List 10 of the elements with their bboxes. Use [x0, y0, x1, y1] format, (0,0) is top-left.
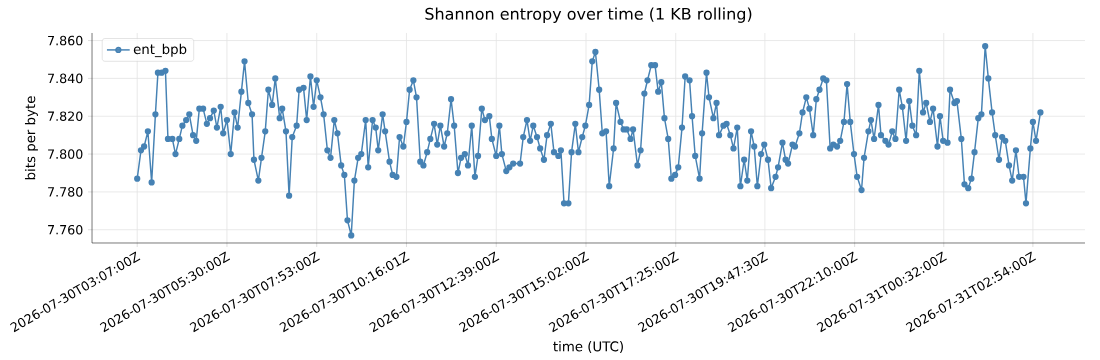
- legend-label: ent_bpb: [133, 43, 187, 58]
- y-tick-label: 7.820: [48, 111, 83, 122]
- y-tick-label: 7.860: [48, 35, 83, 46]
- x-axis-title: time (UTC): [553, 341, 623, 353]
- chart-title: Shannon entropy over time (1 KB rolling): [425, 7, 752, 23]
- y-tick-label: 7.840: [48, 73, 83, 84]
- y-tick-label: 7.800: [48, 149, 83, 159]
- y-axis-title: bits per byte: [24, 96, 38, 180]
- y-tick-label: 7.780: [48, 187, 83, 197]
- y-tick-label: 7.760: [48, 224, 83, 235]
